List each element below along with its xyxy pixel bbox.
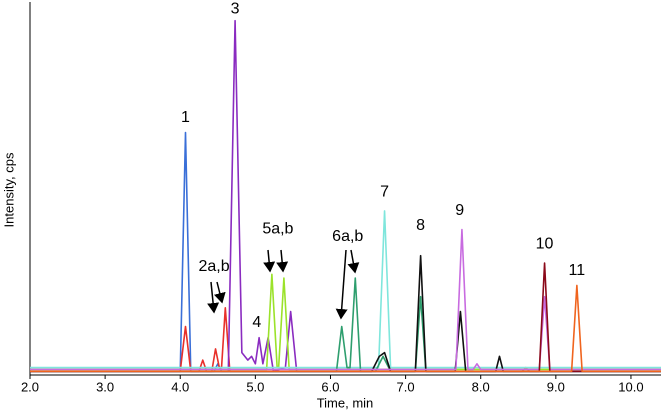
x-tick-label: 9.0 xyxy=(547,379,565,394)
peak-label: 5a,b xyxy=(262,221,293,238)
x-tick-label: 3.0 xyxy=(96,379,114,394)
x-tick-label: 6.0 xyxy=(321,379,339,394)
peak-label: 8 xyxy=(416,217,425,234)
y-axis-label: Intensity, cps xyxy=(1,152,16,227)
peak-label: 3 xyxy=(231,1,240,18)
peak-label: 9 xyxy=(455,202,464,219)
x-tick-label: 4.0 xyxy=(171,379,189,394)
trace xyxy=(30,228,661,371)
peak-label: 1 xyxy=(181,109,190,126)
peak-label: 7 xyxy=(380,183,389,200)
peak-label: 6a,b xyxy=(332,228,363,245)
trace xyxy=(30,277,661,373)
x-tick-label: 7.0 xyxy=(397,379,415,394)
peak-label: 2a,b xyxy=(198,258,229,275)
x-tick-label: 5.0 xyxy=(246,379,264,394)
peak-label: 10 xyxy=(536,236,554,253)
peak-label: 4 xyxy=(252,314,261,331)
x-tick-label: 10.0 xyxy=(618,379,643,394)
trace xyxy=(30,19,661,373)
x-tick-label: 2.0 xyxy=(21,379,39,394)
trace xyxy=(30,284,661,373)
trace xyxy=(30,210,661,369)
x-axis-label: Time, min xyxy=(317,395,374,410)
peak-label: 11 xyxy=(569,262,586,279)
x-tick-label: 8.0 xyxy=(472,379,490,394)
arrows xyxy=(207,249,360,320)
